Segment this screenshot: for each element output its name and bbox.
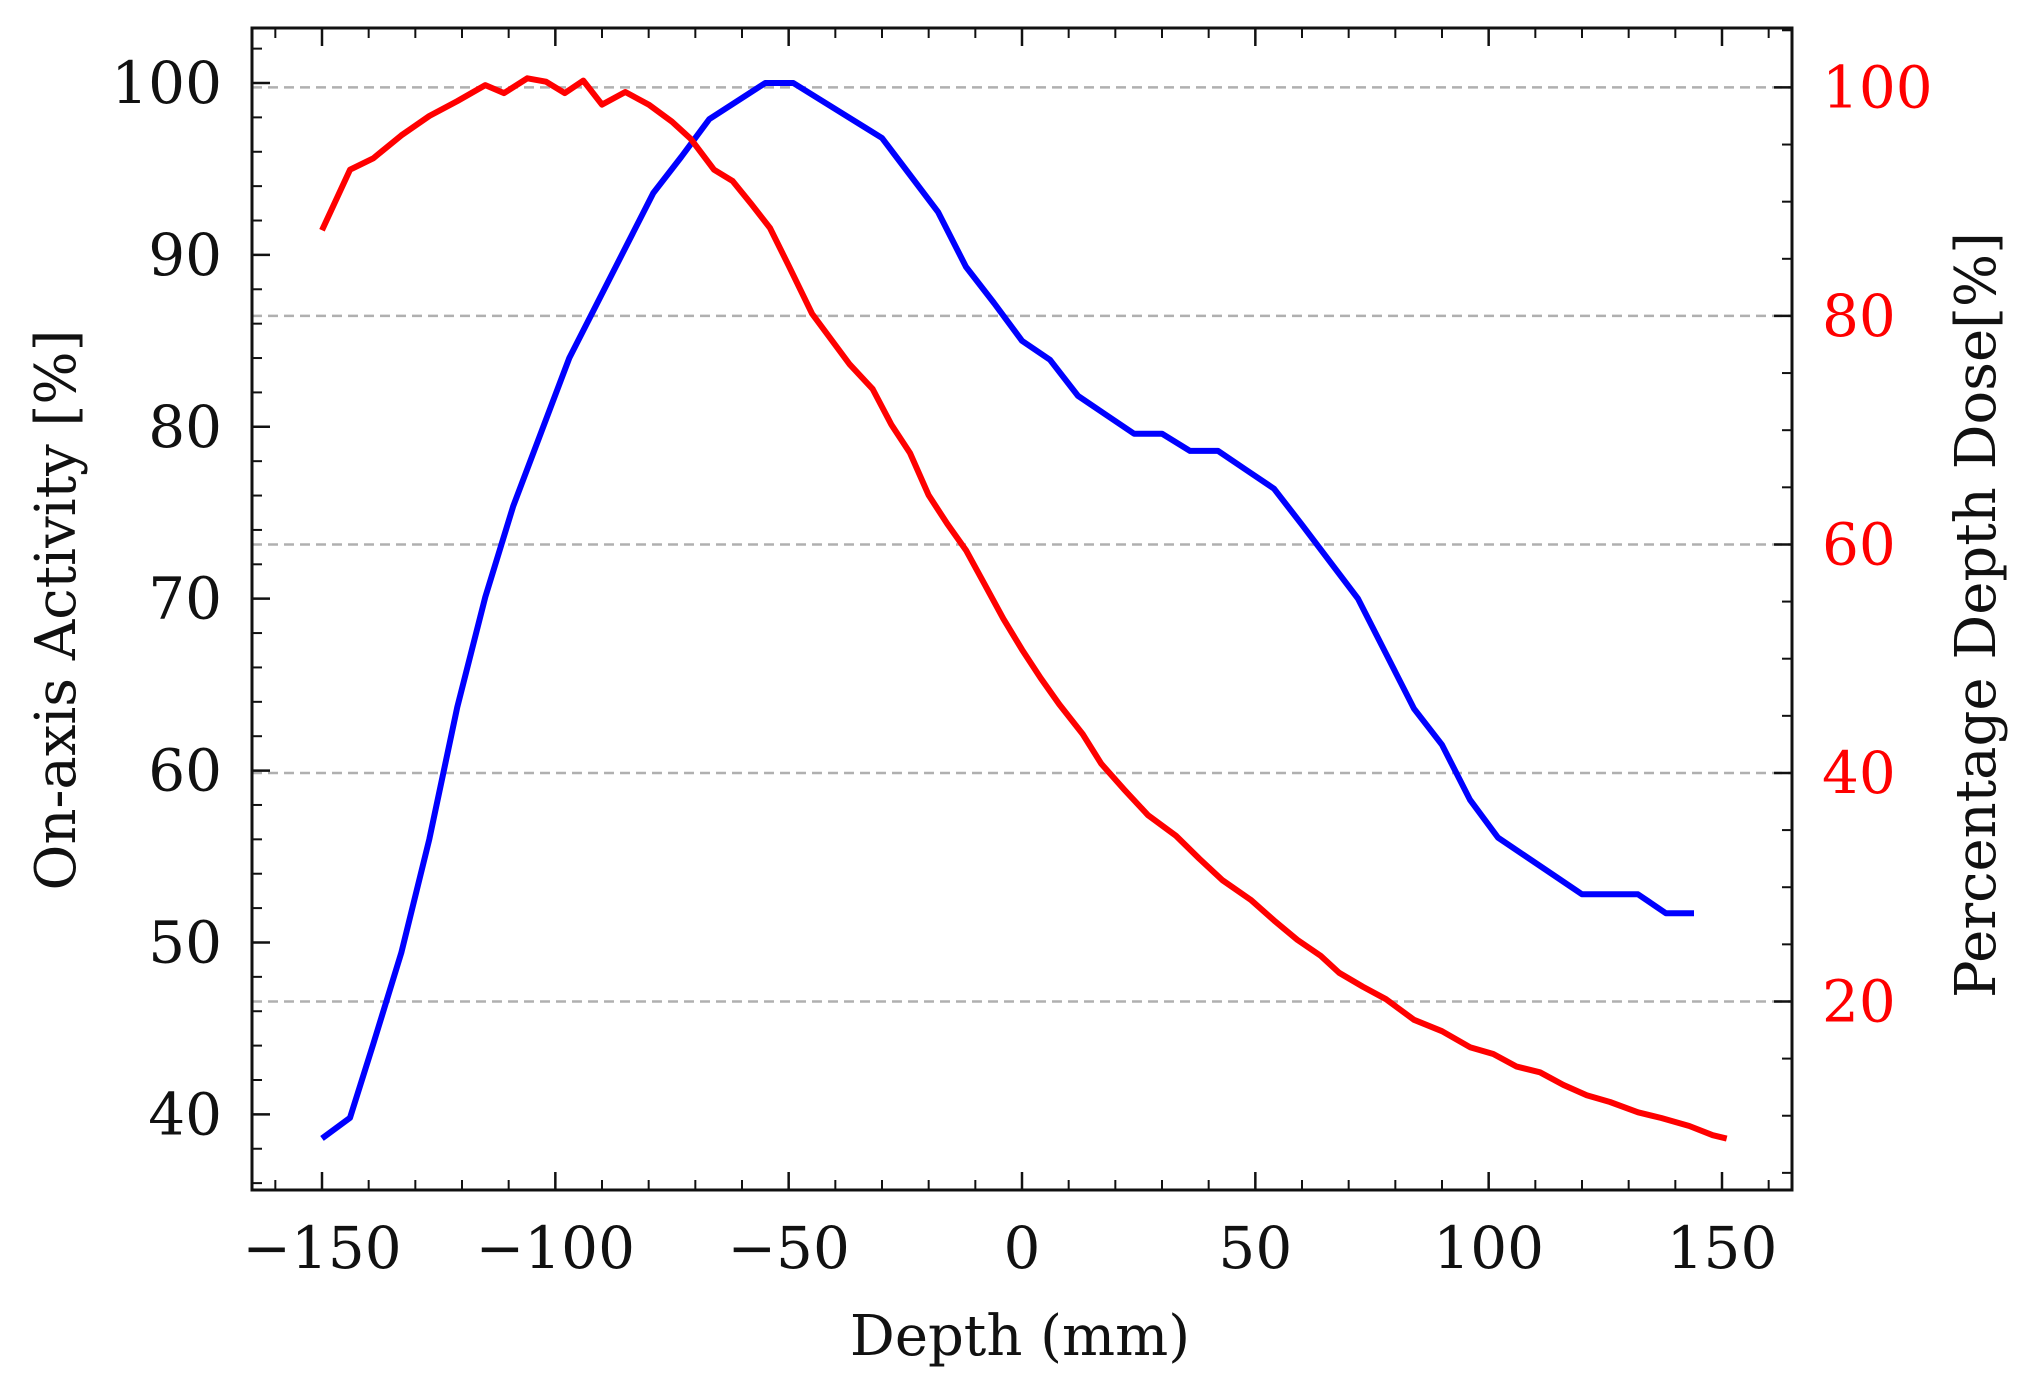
y-left-tick-label: 40 [148, 1080, 222, 1148]
left-y-axis-title: On-axis Activity [%] [24, 330, 89, 891]
x-tick-label: 50 [1218, 1214, 1292, 1282]
series-layer [319, 75, 1728, 1142]
y-left-tick-label: 80 [148, 393, 222, 461]
y-right-tick-label: 60 [1822, 510, 1896, 578]
x-tick-label: −150 [242, 1214, 401, 1282]
x-tick-label: 150 [1667, 1214, 1778, 1282]
y-left-tick-label: 50 [148, 908, 222, 976]
right-y-axis-title: Percentage Depth Dose[%] [1944, 232, 2009, 998]
y-right-tick-label: 40 [1822, 739, 1896, 807]
series-line-dose [319, 75, 1728, 1142]
series-line-activity [320, 80, 1694, 1141]
y-right-tick-label: 80 [1822, 282, 1896, 350]
tick-labels: −150 −100 −50 0 50 100 150 40 50 60 70 80 90 100 20 40 6… [111, 49, 1932, 1282]
x-tick-label: −100 [476, 1214, 635, 1282]
y-left-tick-label: 100 [111, 49, 222, 117]
x-tick-label: −50 [727, 1214, 849, 1282]
plot-frame [250, 26, 1794, 1192]
y-left-tick-label: 60 [148, 737, 222, 805]
y-right-tick-label: 20 [1822, 967, 1896, 1035]
y-left-tick-label: 90 [148, 221, 222, 289]
x-axis-title: Depth (mm) [850, 1304, 1190, 1369]
y-left-tick-label: 70 [148, 565, 222, 633]
y-right-tick-label: 100 [1822, 53, 1933, 121]
x-tick-label: 0 [1004, 1214, 1041, 1282]
x-tick-label: 100 [1433, 1214, 1544, 1282]
ticks [252, 28, 1792, 1190]
